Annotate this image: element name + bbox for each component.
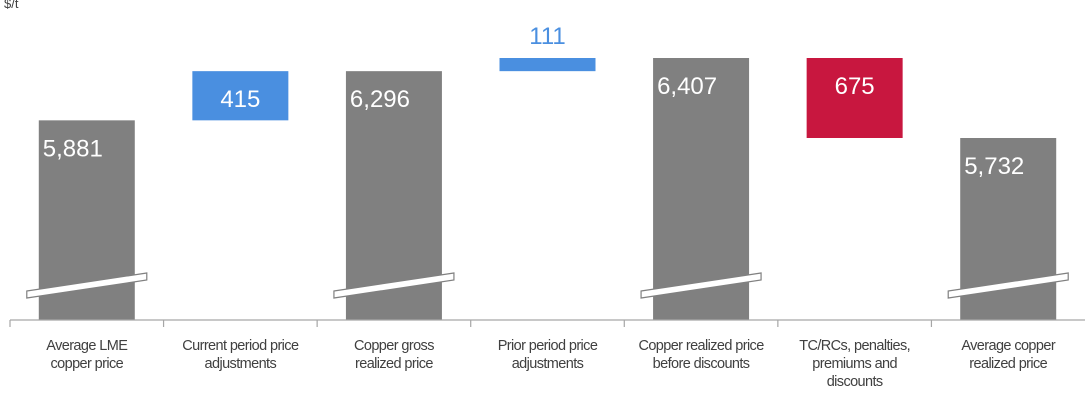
axis-break-1 [26, 272, 148, 299]
bar-6 [806, 58, 903, 138]
category-label-6-line-3: discounts [827, 374, 883, 390]
bars-layer [26, 58, 1069, 321]
category-label-6-line-1: TC/RCs, penalties, [799, 338, 910, 354]
category-label-6-line-2: premiums and [812, 356, 897, 372]
labels-layer: 5,881 Average LME copper price 415 Current p… [43, 23, 1057, 390]
axis-break-7 [947, 272, 1069, 299]
bar-3-value-label: 6,296 [350, 86, 410, 113]
category-label-5-line-2: before discounts [653, 356, 750, 372]
axis-break-3 [333, 272, 455, 299]
ticks-layer [9, 320, 933, 327]
bar-6-value-label: 675 [835, 73, 875, 100]
category-label-7-line-1: Average copper [961, 338, 1055, 354]
category-label-4-line-2: adjustments [512, 356, 584, 372]
bar-5-value-label: 6,407 [657, 73, 717, 100]
category-label-1-line-2: copper price [50, 356, 123, 372]
category-label-2-line-1: Current period price [182, 338, 299, 354]
category-label-3-line-1: Copper gross [354, 338, 434, 354]
bar-4-value-label: 111 [529, 23, 565, 50]
category-label-1-line-1: Average LME [46, 338, 128, 354]
bar-4 [499, 58, 596, 72]
category-label-3-line-2: realized price [355, 356, 433, 372]
unit-label: $/t [4, 0, 19, 11]
category-label-2-line-2: adjustments [205, 356, 277, 372]
bar-7-value-label: 5,732 [964, 153, 1024, 180]
category-label-4-line-1: Prior period price [498, 338, 598, 354]
bar-2-value-label: 415 [220, 86, 260, 113]
axis-break-5 [640, 272, 762, 299]
bar-5 [653, 58, 750, 320]
category-label-5-line-1: Copper realized price [638, 338, 764, 354]
category-label-7-line-2: realized price [969, 356, 1047, 372]
bar-1-value-label: 5,881 [43, 135, 103, 162]
bar-2 [192, 71, 289, 121]
